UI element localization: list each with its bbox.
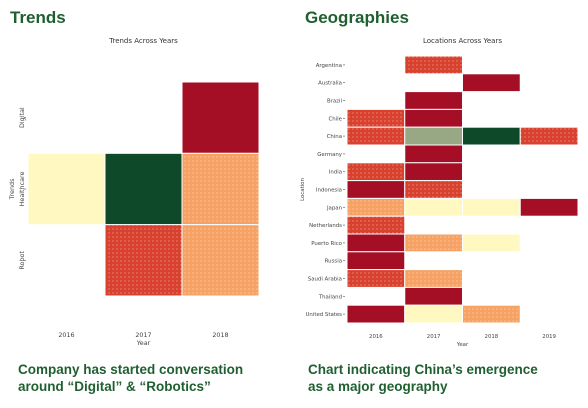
geo-cell-chile-2016-texture	[347, 109, 405, 128]
geo-cell-russia-2016	[346, 251, 406, 271]
trends-y-axis-label: Trends	[8, 178, 16, 200]
geo-y-tick-australia: Australia	[318, 81, 342, 87]
geo-y-tick-russia: Russia	[325, 259, 342, 265]
trends-x-tick-2016: 2016	[58, 331, 74, 339]
trends-cell-healthcare-2017	[104, 152, 183, 226]
geo-y-tick-netherlands: Netherlands	[309, 223, 342, 229]
geo-y-tick-china: China	[327, 134, 342, 140]
trends-cell-robot-2018-texture	[182, 224, 259, 296]
geo-cell-china-2017	[404, 126, 463, 146]
geo-cell-united-states-2016	[346, 304, 406, 324]
trends-cell-healthcare-2018-texture	[182, 153, 259, 225]
geo-y-tick-germany: Germany	[317, 152, 343, 158]
geo-x-tick-2016: 2016	[369, 334, 383, 340]
geo-y-tick-puerto-rico: Puerto Rico	[311, 241, 342, 247]
geo-chart-title: Locations Across Years	[423, 37, 502, 45]
geo-cell-japan-2018	[462, 197, 521, 217]
trends-cell-robot-2017-texture	[105, 224, 182, 296]
trends-y-tick-healthcare: Healthcare	[18, 172, 26, 207]
geo-cell-united-states-2017	[404, 304, 463, 324]
geo-cell-puerto-rico-2018	[462, 233, 521, 253]
geo-cell-chile-2017	[404, 108, 463, 128]
trends-x-axis-label: Year	[136, 339, 151, 347]
trends-cell-digital-2018	[181, 81, 260, 154]
geo-cell-united-states-2018-texture	[462, 305, 521, 323]
geographies-caption-line-2: as a major geography	[308, 379, 448, 394]
geographies-caption: Chart indicating China’s emergence as a …	[308, 361, 538, 395]
trends-caption-line-2: around “Digital” & “Robotics”	[18, 379, 211, 394]
geo-y-tick-united-states: United States	[305, 312, 342, 318]
geo-cell-japan-2016-texture	[347, 198, 405, 217]
geo-cell-australia-2018	[462, 73, 521, 93]
geo-cell-china-2018	[462, 126, 521, 146]
geo-cell-puerto-rico-2017-texture	[404, 234, 463, 252]
geo-cell-puerto-rico-2016	[346, 233, 406, 253]
trends-caption: Company has started conversation around …	[18, 361, 243, 395]
geo-cell-saudi-arabia-2016-texture	[347, 269, 405, 288]
geo-x-tick-2018: 2018	[485, 334, 499, 340]
geo-cell-saudi-arabia-2017-texture	[404, 269, 463, 288]
geo-cell-india-2016-texture	[347, 162, 405, 181]
geo-y-tick-argentina: Argentina	[316, 63, 342, 69]
geo-cell-japan-2019	[519, 197, 579, 217]
geo-y-tick-indonesia: Indonesia	[316, 188, 342, 194]
geo-y-tick-chile: Chile	[329, 116, 343, 122]
geo-y-tick-saudi-arabia: Saudi Arabia	[308, 277, 342, 283]
geo-cell-brazil-2017	[404, 91, 463, 110]
geo-x-tick-2017: 2017	[427, 334, 441, 340]
geo-cell-argentina-2017-texture	[404, 56, 463, 74]
geo-x-axis-label: Year	[456, 342, 469, 348]
trends-heading: Trends	[10, 8, 66, 27]
trends-caption-line-1: Company has started conversation	[18, 362, 244, 377]
geo-cell-indonesia-2017-texture	[404, 180, 463, 199]
geo-y-axis-label: Location	[300, 178, 306, 201]
geographies-heading: Geographies	[305, 8, 409, 27]
geo-cell-china-2019-texture	[520, 127, 578, 145]
trends-y-tick-digital: Digital	[18, 107, 26, 128]
geo-y-tick-brazil: Brazil	[327, 99, 342, 105]
geo-y-tick-japan: Japan	[326, 205, 342, 211]
geo-y-tick-thailand: Thailand	[318, 294, 342, 300]
trends-cell-healthcare-2016	[27, 152, 106, 226]
trends-x-tick-2018: 2018	[212, 331, 228, 339]
geo-y-tick-india: India	[329, 170, 342, 176]
trends-y-tick-robot: Robot	[18, 251, 26, 270]
geo-cell-india-2017	[404, 162, 463, 182]
geo-cell-germany-2017	[404, 144, 463, 164]
geo-cell-indonesia-2016	[346, 180, 406, 199]
trends-chart-title: Trends Across Years	[108, 37, 178, 45]
geo-cell-japan-2017	[404, 197, 463, 217]
geo-x-tick-2019: 2019	[542, 334, 556, 340]
geo-cell-china-2016-texture	[347, 127, 405, 145]
geo-cell-netherlands-2016-texture	[347, 216, 405, 234]
geographies-caption-line-1: Chart indicating China’s emergence	[308, 362, 538, 377]
trends-x-tick-2017: 2017	[135, 331, 151, 339]
geo-cell-thailand-2017	[404, 286, 463, 306]
